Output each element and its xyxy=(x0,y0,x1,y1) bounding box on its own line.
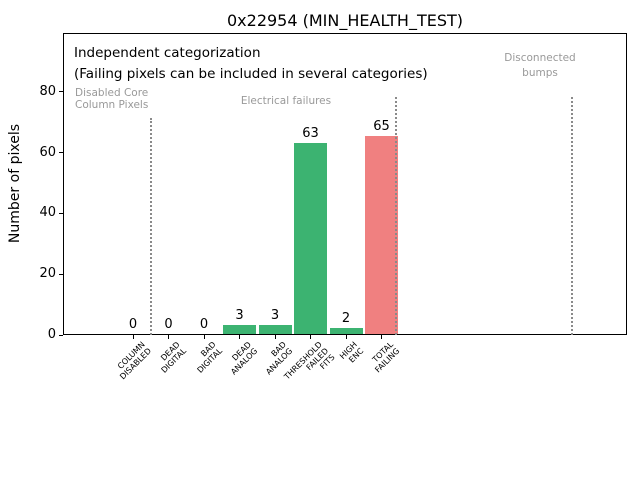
region-label-disabled-core-column-pixels: Disabled Core Column Pixels xyxy=(75,87,149,111)
annotation-independent-categorization: Independent categorization xyxy=(74,45,261,61)
bar-value-label: 2 xyxy=(341,310,351,326)
x-tick-mark xyxy=(381,335,382,339)
y-tick-label: 0 xyxy=(47,327,56,342)
y-tick-label: 20 xyxy=(39,266,56,282)
bar-value-label: 3 xyxy=(270,307,280,323)
bar-value-label: 63 xyxy=(302,125,319,141)
bar-value-label: 0 xyxy=(164,317,173,332)
x-tick-mark xyxy=(203,335,205,339)
x-tick-label: DEAD ANALOG xyxy=(229,340,260,377)
y-tick-label: 40 xyxy=(39,205,56,221)
x-tick-mark xyxy=(239,335,240,339)
bar-total-failing xyxy=(365,136,398,334)
region-separator-line xyxy=(149,118,152,335)
x-tick-mark xyxy=(274,335,276,339)
region-separator-line xyxy=(570,97,573,335)
y-tick-mark xyxy=(59,152,63,154)
chart-title: 0x22954 (MIN_HEALTH_TEST) xyxy=(226,11,464,30)
bar-value-label: 0 xyxy=(128,317,138,332)
bar-threshold-failed-fits xyxy=(294,142,327,334)
x-tick-mark xyxy=(132,335,134,339)
y-tick-label: 80 xyxy=(39,83,56,99)
plot-area xyxy=(63,33,627,335)
y-tick-mark xyxy=(59,212,63,214)
y-tick-mark xyxy=(59,91,63,93)
x-tick-mark xyxy=(310,335,311,339)
x-tick-mark xyxy=(168,335,169,339)
y-tick-label: 60 xyxy=(39,144,56,160)
annotation-failing-pixels-note: (Failing pixels can be included in sever… xyxy=(74,66,428,82)
x-tick-label: DEAD DIGITAL xyxy=(159,340,189,375)
bar-value-label: 65 xyxy=(373,119,390,135)
region-label-disconnected-bumps: Disconnected bumps xyxy=(504,52,576,79)
x-tick-label: HIGH ENC xyxy=(338,340,366,365)
x-tick-mark xyxy=(345,335,347,339)
bar-dead-analog xyxy=(223,324,256,334)
x-tick-label: COLUMN DISABLED xyxy=(115,340,153,382)
y-tick-mark xyxy=(59,273,63,275)
x-tick-label: BAD DIGITAL xyxy=(195,340,224,375)
x-tick-label: TOTAL FAILING xyxy=(370,340,402,375)
bar-value-label: 0 xyxy=(199,317,209,332)
region-label-electrical-failures: Electrical failures xyxy=(240,95,332,107)
y-axis-label-wrap: Number of pixels xyxy=(5,33,25,335)
bar-high-enc xyxy=(329,327,363,334)
region-separator-line xyxy=(394,97,397,335)
bar-bad-analog xyxy=(258,324,292,334)
y-axis-label: Number of pixels xyxy=(7,124,23,244)
y-tick-mark xyxy=(59,334,63,336)
bar-value-label: 3 xyxy=(235,307,244,323)
